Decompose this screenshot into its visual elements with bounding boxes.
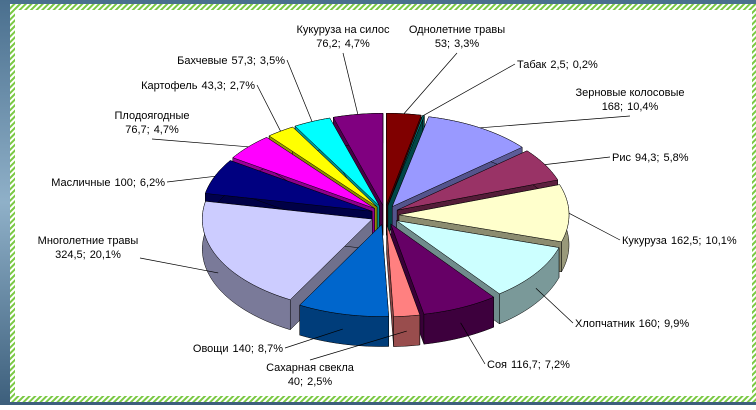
value-label: 40; [288,376,303,388]
leader-line [151,138,249,148]
percent-label: 2,5% [307,376,332,388]
percent-label: 10,1% [705,235,736,247]
slice-top [294,117,380,207]
value-label: 76,7; [125,124,149,136]
slice [386,224,421,347]
slice-top [386,113,422,206]
data-label: Бахчевые 57,3; 3,5% [177,55,285,67]
category-label: Овощи [193,343,229,355]
data-label: Плодоягодные 76,7; 4,7% [115,110,190,136]
slice-top [268,126,378,208]
category-label: Рис [612,152,631,164]
percent-label: 6,2% [140,177,165,189]
category-label: Бахчевые [177,55,227,67]
category-label: Плодоягодные [115,110,190,122]
slice [299,223,389,347]
value-label: 116,7; [511,359,541,371]
category-label: Кукуруза [622,235,668,247]
value-label: 57,3; [231,55,255,67]
percent-label: 0,2% [573,59,598,71]
percent-label: 3,5% [260,55,285,67]
percent-label: 9,9% [664,318,689,330]
leader-line [423,63,516,116]
data-label: Сахарная свекла 40; 2,5% [266,362,355,388]
leader-line [166,175,215,183]
category-label: Многолетние травы [38,235,139,247]
value-label: 43,3; [201,80,225,92]
category-label: Соя [487,359,507,371]
value-label: 94,3; [635,152,659,164]
value-label: 53; [435,38,450,50]
value-label: 162,5; [671,235,702,247]
data-label: Хлопчатник 160; 9,9% [575,318,689,330]
slice-top [299,223,389,317]
value-label: 76,2; [316,38,340,50]
data-label: Зерновые колосовые 168; 10,4% [575,87,684,113]
category-label: Кукуруза на силос [297,24,390,36]
slice-top [390,223,495,315]
category-label: Картофель [141,80,198,92]
data-label: Кукуруза на силос 76,2; 4,7% [297,24,390,50]
data-label: Соя 116,7; 7,2% [487,359,570,371]
value-label: 160; [639,318,660,330]
leader-line [286,59,313,122]
leader-line [309,330,407,361]
percent-label: 4,7% [345,38,370,50]
leader-line [568,212,621,241]
percent-label: 3,3% [454,38,479,50]
data-label: Табак 2,5; 0,2% [517,59,598,71]
slice-top [202,200,373,300]
data-label: Картофель 43,3; 2,7% [141,80,255,92]
category-label: Однолетние травы [409,24,505,36]
slice-top [386,224,421,317]
leader-line [342,52,359,115]
category-label: Масличные [51,177,110,189]
percent-label: 20,1% [90,249,121,261]
category-label: Табак [517,59,547,71]
leader-line [544,156,611,165]
data-label: Однолетние травы 53; 3,3% [409,24,505,50]
category-label: Сахарная свекла [266,362,355,374]
slice-top [397,150,559,211]
slice-top [396,220,560,295]
slice-wall [393,314,421,347]
data-label: Кукуруза 162,5; 10,1% [622,235,737,247]
value-label: 140; [233,343,254,355]
category-label: Зерновые колосовые [575,87,684,99]
data-label: Масличные 100; 6,2% [51,177,165,189]
leader-line [480,115,631,129]
value-label: 2,5; [550,59,568,71]
leader-line [139,257,219,274]
leader-line [535,287,574,324]
slice-top [391,116,523,208]
leader-line [403,52,458,114]
category-label: Хлопчатник [575,318,635,330]
percent-label: 2,7% [230,80,255,92]
data-label: Рис 94,3; 5,8% [612,152,689,164]
leader-line [256,84,281,132]
leader-line [460,322,486,365]
value-label: 100; [115,177,136,189]
data-label: Многолетние травы 324,5; 20,1% [38,235,139,261]
value-label: 168; [602,101,623,113]
percent-label: 8,7% [258,343,283,355]
percent-label: 10,4% [627,101,658,113]
percent-label: 4,7% [154,124,179,136]
value-label: 324,5; [55,249,86,261]
leader-line [284,328,343,349]
percent-label: 5,8% [663,152,688,164]
data-label: Овощи 140; 8,7% [193,343,283,355]
percent-label: 7,2% [545,359,570,371]
